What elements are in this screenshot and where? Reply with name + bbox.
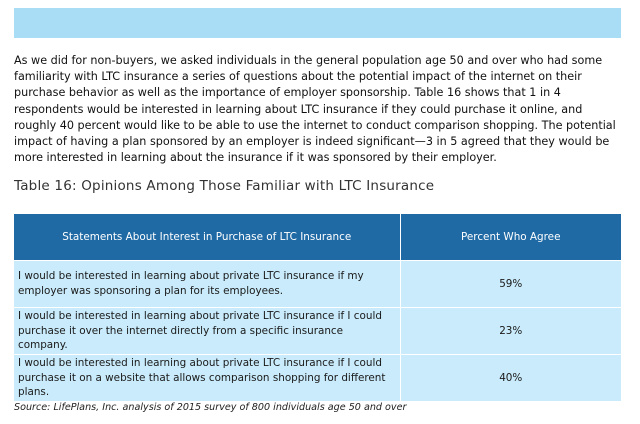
table-row: I would be interested in learning about … (14, 307, 621, 355)
header-statements: Statements About Interest in Purchase of… (14, 214, 401, 261)
table-title: Table 16: Opinions Among Those Familiar … (14, 178, 435, 194)
source-note: Source: LifePlans, Inc. analysis of 2015… (14, 402, 407, 413)
header-banner (14, 8, 621, 38)
table-header-row: Statements About Interest in Purchase of… (14, 214, 621, 261)
percent-cell: 23% (400, 307, 621, 355)
opinions-table: Statements About Interest in Purchase of… (14, 214, 621, 401)
table-row: I would be interested in learning about … (14, 354, 621, 401)
header-percent: Percent Who Agree (400, 214, 621, 261)
percent-cell: 40% (400, 354, 621, 401)
statement-cell: I would be interested in learning about … (14, 354, 401, 401)
table-row: I would be interested in learning about … (14, 260, 621, 308)
intro-paragraph: As we did for non-buyers, we asked indiv… (14, 54, 616, 165)
statement-cell: I would be interested in learning about … (14, 260, 401, 308)
percent-cell: 59% (400, 260, 621, 308)
statement-cell: I would be interested in learning about … (14, 307, 401, 355)
